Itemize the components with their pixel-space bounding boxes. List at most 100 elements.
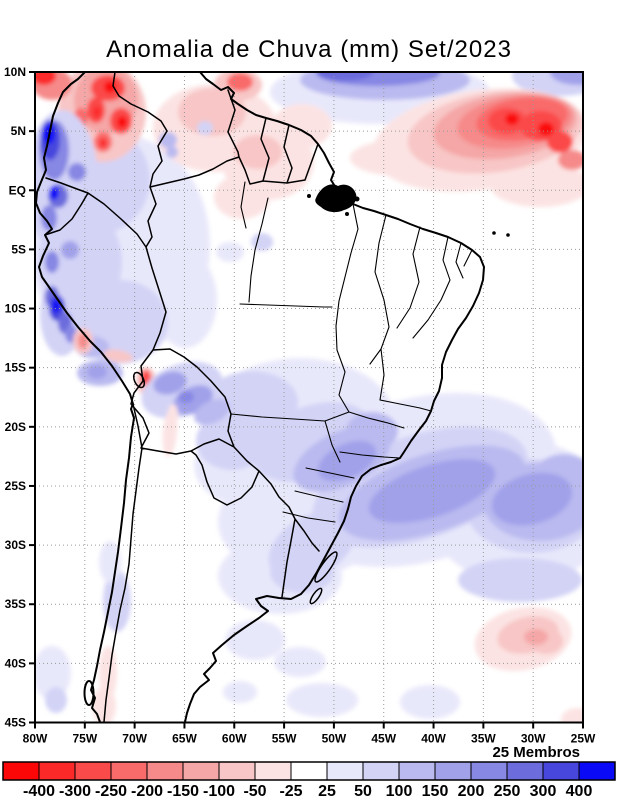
water-features (132, 184, 510, 605)
anomaly-blob (251, 233, 273, 251)
anomaly-blob (117, 116, 127, 128)
colorbar-tick-label: 300 (530, 783, 557, 800)
colorbar-tick-label: 250 (494, 783, 521, 800)
anomaly-blob (317, 73, 373, 81)
lat-tick-label: 15S (5, 361, 26, 375)
anomaly-blob (490, 163, 582, 207)
anomaly-blob (178, 88, 246, 136)
anomaly-blob (318, 440, 376, 482)
lake-titicaca (132, 371, 146, 389)
colorbar-tick-label: -250 (95, 783, 127, 800)
colorbar-cell (578, 761, 616, 781)
lon-tick-label: 25W (571, 732, 596, 746)
colorbar-cell (326, 761, 364, 781)
state-borders (230, 181, 473, 523)
anomaly-blob (103, 570, 131, 632)
lon-tick-label: 30W (521, 732, 546, 746)
amazon-delta (315, 184, 357, 213)
lat-tick-label: 25S (5, 479, 26, 493)
anomaly-blob (558, 150, 582, 170)
colorbar-cell (2, 761, 40, 781)
anomaly-blob (166, 146, 178, 158)
colorbar-cell (362, 761, 400, 781)
colorbar-cell (38, 761, 76, 781)
anomaly-field (36, 73, 582, 722)
lat-tick-label: EQ (9, 183, 26, 197)
anomaly-blob (538, 122, 554, 136)
colorbar-cell (110, 761, 148, 781)
map-frame (34, 71, 584, 724)
lat-tick-label: 30S (5, 538, 26, 552)
lagoa-mirim (309, 587, 323, 605)
anomaly-blob (547, 131, 573, 153)
anomaly-blob (234, 135, 282, 169)
anomaly-blob (274, 647, 326, 677)
lon-tick-label: 50W (322, 732, 347, 746)
colorbar-cell (434, 761, 472, 781)
anomaly-blob (45, 251, 59, 273)
colorbar-tick-label: -50 (243, 783, 266, 800)
anomaly-blob (346, 412, 398, 450)
anomaly-blob (36, 73, 56, 85)
lon-tick-label: 75W (72, 732, 97, 746)
colorbar-tick-label: 200 (458, 783, 485, 800)
anomaly-blob (400, 685, 460, 719)
anomaly-blob (36, 646, 71, 700)
anomaly-blob (227, 73, 253, 91)
chiloe-island (83, 680, 95, 706)
anomaly-blob (505, 113, 519, 125)
colorbar-tick-label: 400 (566, 783, 593, 800)
anomaly-blob (194, 399, 230, 425)
lon-tick-label: 80W (23, 732, 48, 746)
lon-tick-label: 65W (172, 732, 197, 746)
colorbar-tick-label: -100 (203, 783, 235, 800)
lat-tick-label: 5S (11, 242, 26, 256)
lat-tick-label: 45S (5, 716, 26, 730)
anomaly-blob (286, 683, 358, 717)
colorbar-tick-label: 100 (386, 783, 413, 800)
colorbar-cell (398, 761, 436, 781)
coastline (36, 73, 485, 722)
anomaly-blob (153, 252, 217, 348)
anomaly-blob (272, 104, 332, 148)
anomaly-blob (61, 241, 79, 259)
anomaly-blob (99, 138, 107, 148)
anomaly-blob (45, 687, 67, 713)
anomaly-blob (92, 687, 116, 722)
anomaly-blob (68, 163, 86, 181)
latitude-labels: 10N 5N EQ 5S 10S 15S 20S 25S 30S 35S 40S 45S (4, 65, 26, 730)
lon-tick-label: 40W (421, 732, 446, 746)
anomaly-blob (368, 458, 496, 524)
anomaly-blob (93, 106, 101, 118)
grid-lines (35, 72, 583, 723)
colorbar-tick-label: -300 (59, 783, 91, 800)
lat-tick-label: 40S (5, 656, 26, 670)
colorbar-cell (146, 761, 184, 781)
colorbar-cell (506, 761, 544, 781)
anomaly-blob (153, 371, 187, 395)
lagoa-dos-patos (314, 551, 338, 583)
anomaly-blob (49, 186, 59, 200)
delta-islet (345, 212, 349, 216)
lon-tick-label: 70W (122, 732, 147, 746)
anomaly-blob (103, 349, 133, 363)
colorbar-tick-label: -25 (279, 783, 302, 800)
anomaly-blob (524, 629, 548, 645)
anomaly-blob (550, 73, 582, 85)
atlantic-islet (492, 231, 496, 235)
anomaly-blob (168, 404, 178, 424)
geography (36, 73, 510, 722)
delta-islet (354, 196, 360, 202)
colorbar-cell (182, 761, 220, 781)
anomaly-blob (223, 681, 257, 703)
anomaly-blob (99, 646, 117, 700)
colorbar-tick-label: 150 (422, 783, 449, 800)
colorbar-cell (470, 761, 508, 781)
country-borders (44, 73, 320, 722)
colorbar-cell (74, 761, 112, 781)
colorbar-tick-label: -400 (23, 783, 55, 800)
anomaly-blob (197, 121, 213, 135)
anomaly-blob (41, 205, 57, 231)
